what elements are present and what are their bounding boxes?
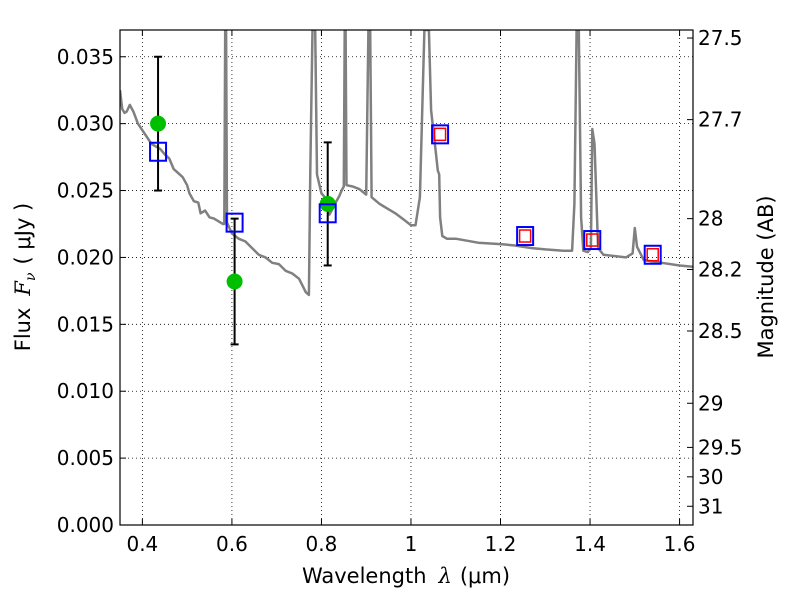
x-tick-label: 1.6 <box>664 532 696 556</box>
x-tick-label: 0.6 <box>216 532 248 556</box>
y2-tick-label: 28.2 <box>698 257 743 281</box>
y2-tick-label: 27.7 <box>698 108 743 132</box>
x-axis-label: Wavelength λ (μm) <box>302 564 510 588</box>
y2-tick-label: 29 <box>698 391 723 415</box>
model-band-square <box>583 230 602 251</box>
y-tick-label: 0.015 <box>57 312 114 336</box>
y-axis-label: Flux Fν ( μJy ) <box>11 203 39 351</box>
model-band-inner-square <box>433 127 447 142</box>
x-tick-label: 1 <box>405 532 418 556</box>
y2-tick-label: 28.5 <box>698 319 743 343</box>
y-tick-label: 0.020 <box>57 245 114 269</box>
y-tick-label: 0.010 <box>57 379 114 403</box>
x-tick-label: 1.4 <box>574 532 606 556</box>
x-axis-symbol: λ <box>438 564 452 588</box>
y2-tick-label: 30 <box>698 465 723 489</box>
y-tick-label: 0.005 <box>57 446 114 470</box>
model-band-square <box>149 141 168 162</box>
y-axis-unit: ( μJy ) <box>11 203 35 265</box>
model-band-square <box>431 124 450 145</box>
model-band-square <box>225 212 244 233</box>
model-band-inner-square <box>646 248 659 262</box>
model-band-square <box>318 203 337 224</box>
plot-frame <box>119 29 694 526</box>
model-band-square <box>516 226 535 247</box>
y-tick-label: 0.030 <box>57 112 114 136</box>
x-axis-unit: (μm) <box>460 564 510 588</box>
y-axis-subscript: ν <box>23 272 39 281</box>
model-band-square <box>643 244 662 265</box>
model-band-inner-square <box>518 229 532 243</box>
plot-area <box>120 30 693 525</box>
observed-point <box>150 115 167 132</box>
y2-tick-label: 28 <box>698 207 723 231</box>
x-tick-label: 0.4 <box>126 532 158 556</box>
axis-ticks: 0.4 0.6 0.8 1 1.2 1.4 1.6 0.000 0.005 0.010 0.015 0… <box>57 26 743 556</box>
x-axis-label-text: Wavelength <box>302 564 427 588</box>
y-axis-symbol: F <box>11 280 35 297</box>
x-tick-label: 1.2 <box>485 532 517 556</box>
y2-tick-label: 29.5 <box>698 435 743 459</box>
y-tick-label: 0.000 <box>57 513 114 537</box>
data-layer <box>120 30 693 346</box>
y2-tick-label: 27.5 <box>698 26 743 50</box>
y2-axis-label: Magnitude (AB) <box>754 195 778 358</box>
model-band-inner-square <box>586 233 599 247</box>
observed-point <box>226 273 243 290</box>
y-axis-label-text: Flux <box>11 308 35 352</box>
x-tick-label: 0.8 <box>306 532 338 556</box>
model-spectrum-line <box>120 30 693 297</box>
grid-lines <box>120 30 693 526</box>
y2-tick-label: 31 <box>698 494 723 518</box>
y-tick-label: 0.025 <box>57 179 114 203</box>
y-tick-label: 0.035 <box>57 45 114 69</box>
